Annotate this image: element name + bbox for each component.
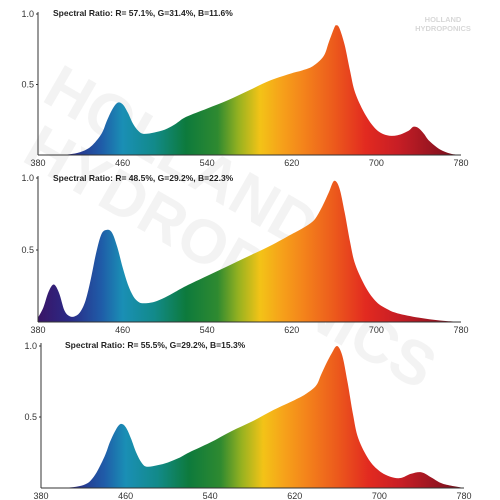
x-tick-labels: 380 460 540 620 700 780: [30, 158, 468, 168]
spectral-ratio-label: Spectral Ratio: R= 57.1%, G=31.4%, B=11.…: [53, 8, 233, 18]
x-tick-label: 380: [30, 158, 45, 168]
x-tick-label: 460: [115, 158, 130, 168]
x-tick-labels: 380 460 540 620 700 780: [30, 325, 468, 335]
x-tick-label: 700: [369, 325, 384, 335]
x-tick-label: 620: [287, 491, 302, 500]
spectrum-chart-1: Spectral Ratio: R= 57.1%, G=31.4%, B=11.…: [21, 8, 468, 168]
x-tick-labels: 380 460 540 620 700 780: [33, 491, 471, 500]
logo-line2: HYDROPONICS: [415, 24, 471, 33]
y-tick-label: 1.0: [21, 173, 34, 183]
logo: HOLLAND HYDROPONICS: [415, 15, 471, 33]
y-tick-labels: 0.5 1.0: [21, 9, 38, 90]
x-tick-label: 540: [200, 158, 215, 168]
spectrum-area: [38, 25, 461, 155]
spectrum-chart-3: Spectral Ratio: R= 55.5%, G=29.2%, B=15.…: [24, 340, 471, 500]
logo-line1: HOLLAND: [425, 15, 462, 24]
y-tick-label: 1.0: [24, 341, 37, 351]
spectral-ratio-label: Spectral Ratio: R= 55.5%, G=29.2%, B=15.…: [65, 340, 246, 350]
spectrum-chart-2: Spectral Ratio: R= 48.5%, G=29.2%, B=22.…: [21, 173, 468, 335]
x-tick-label: 780: [453, 325, 468, 335]
x-tick-label: 540: [203, 491, 218, 500]
y-tick-label: 0.5: [24, 412, 37, 422]
x-tick-label: 380: [30, 325, 45, 335]
y-tick-labels: 0.5 1.0: [21, 173, 38, 255]
spectral-ratio-label: Spectral Ratio: R= 48.5%, G=29.2%, B=22.…: [53, 173, 234, 183]
y-tick-labels: 0.5 1.0: [24, 341, 41, 422]
x-tick-label: 700: [369, 158, 384, 168]
x-tick-label: 540: [200, 325, 215, 335]
x-tick-label: 780: [456, 491, 471, 500]
x-tick-label: 460: [118, 491, 133, 500]
y-tick-label: 1.0: [21, 9, 34, 19]
x-tick-label: 620: [284, 325, 299, 335]
x-tick-label: 620: [284, 158, 299, 168]
y-tick-label: 0.5: [21, 80, 34, 90]
spectrum-area: [41, 345, 464, 488]
x-tick-label: 780: [453, 158, 468, 168]
spectrum-area: [38, 180, 461, 322]
x-tick-label: 380: [33, 491, 48, 500]
y-tick-label: 0.5: [21, 245, 34, 255]
x-tick-label: 460: [115, 325, 130, 335]
x-tick-label: 700: [372, 491, 387, 500]
